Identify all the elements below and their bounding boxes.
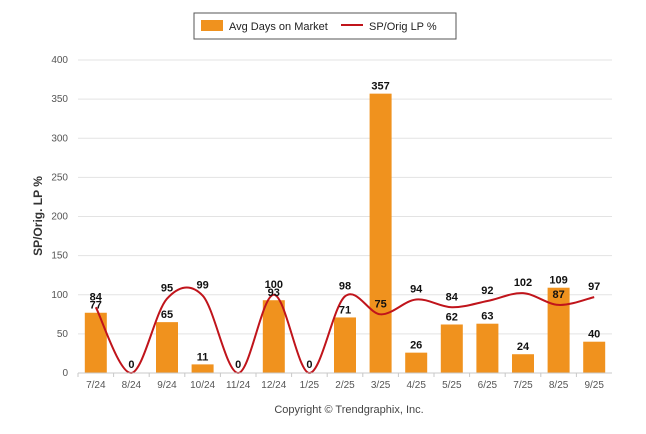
x-tick-label: 7/24 xyxy=(86,380,106,391)
data-labels: 84 0 95 99 0 100 0 98 75 94 84 92 102 87 97 77 65 11 93 71 3… xyxy=(90,81,601,371)
bar-data-label: 77 xyxy=(90,300,102,312)
line-data-label: 102 xyxy=(514,277,532,289)
bar xyxy=(512,354,534,373)
x-tick-label: 11/24 xyxy=(226,380,251,391)
gridlines xyxy=(78,59,612,335)
x-tick-label: 3/25 xyxy=(371,380,391,391)
bar-data-label: 65 xyxy=(161,309,173,321)
line-data-label: 95 xyxy=(161,283,173,295)
x-tick-label: 1/25 xyxy=(300,380,320,391)
bar xyxy=(405,352,428,373)
bar-data-label: 11 xyxy=(197,351,209,363)
bar-data-label: 40 xyxy=(588,329,600,341)
bar xyxy=(262,300,285,373)
y-axis-title: SP/Orig. LP % xyxy=(31,176,45,256)
bar xyxy=(191,364,214,373)
bar xyxy=(84,312,107,373)
legend-label-bar: Avg Days on Market xyxy=(229,21,328,33)
x-tick-label: 9/24 xyxy=(157,380,177,391)
line-data-label: 97 xyxy=(588,281,600,293)
bar-data-label: 93 xyxy=(268,287,280,299)
line-data-label: 87 xyxy=(552,289,564,301)
line-data-label: 75 xyxy=(374,298,386,310)
y-tick-label: 100 xyxy=(51,290,68,301)
copyright-text: Copyright © Trendgraphix, Inc. xyxy=(274,404,423,416)
legend-swatch-bar xyxy=(201,20,223,31)
y-tick-label: 350 xyxy=(51,94,68,105)
x-tick-label: 7/25 xyxy=(513,380,533,391)
x-tick-label: 9/25 xyxy=(584,380,604,391)
line-series xyxy=(94,286,595,375)
bar-data-label: 26 xyxy=(410,340,422,352)
line-series-path xyxy=(94,286,595,375)
bar xyxy=(334,317,356,373)
y-tick-label: 400 xyxy=(51,55,68,66)
x-tick-label: 8/25 xyxy=(549,380,569,391)
x-tick-label: 2/25 xyxy=(335,380,355,391)
x-tick-label: 8/24 xyxy=(122,380,142,391)
y-tick-label: 200 xyxy=(51,212,68,223)
bar-data-label: 24 xyxy=(517,341,530,353)
bar-series xyxy=(84,93,606,374)
line-data-label: 99 xyxy=(196,280,208,292)
bar xyxy=(156,322,178,373)
line-data-label: 98 xyxy=(339,280,351,292)
bar xyxy=(476,323,499,373)
y-tick-label: 250 xyxy=(51,172,68,183)
line-data-label: 0 xyxy=(128,359,134,371)
x-tick-label: 10/24 xyxy=(190,380,215,391)
bar-data-label: 63 xyxy=(481,311,493,323)
bar xyxy=(583,341,606,373)
bar-data-label: 71 xyxy=(339,304,351,316)
y-tick-label: 300 xyxy=(51,133,68,144)
line-data-label: 0 xyxy=(306,359,312,371)
x-tick-label: 12/24 xyxy=(261,380,286,391)
legend: Avg Days on Market SP/Orig LP % xyxy=(193,12,457,40)
legend-label-line: SP/Orig LP % xyxy=(369,21,437,33)
y-tick-label: 50 xyxy=(57,329,69,340)
x-tick-label: 5/25 xyxy=(442,380,462,391)
bar-data-label: 357 xyxy=(371,81,389,93)
line-data-label: 84 xyxy=(90,291,103,303)
line-data-label: 84 xyxy=(446,291,459,303)
line-data-label: 100 xyxy=(265,279,283,291)
x-tick-label: 6/25 xyxy=(478,380,498,391)
bar xyxy=(440,324,463,373)
y-tick-label: 0 xyxy=(62,368,68,379)
x-tick-label: 4/25 xyxy=(406,380,426,391)
bar-data-label: 62 xyxy=(446,311,458,323)
legend-box xyxy=(193,12,457,40)
line-data-label: 92 xyxy=(481,285,493,297)
line-data-label: 0 xyxy=(235,359,241,371)
y-tick-label: 150 xyxy=(51,251,68,262)
bar xyxy=(547,287,570,373)
bar xyxy=(369,93,392,374)
bar-data-label: 109 xyxy=(549,275,567,287)
line-data-label: 94 xyxy=(410,283,423,295)
